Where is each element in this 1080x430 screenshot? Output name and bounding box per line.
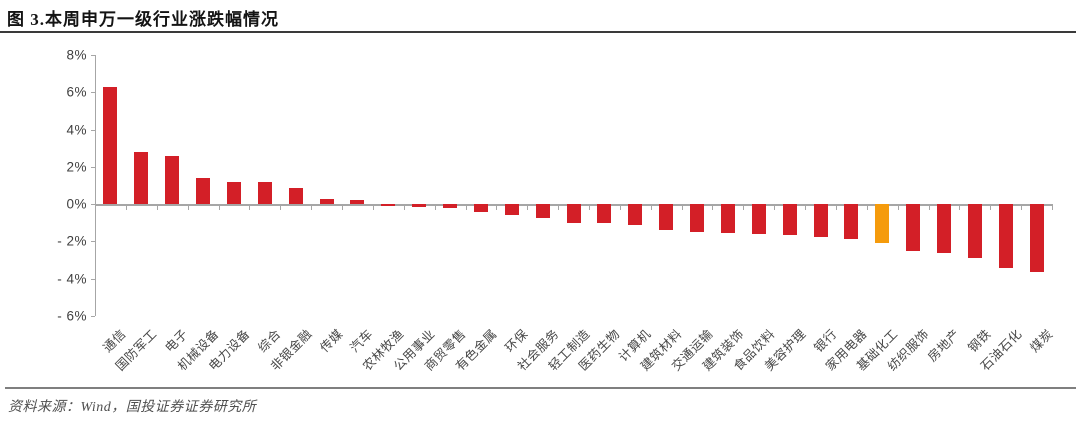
x-axis-tick [866, 204, 868, 211]
y-axis-tick-label: - 2% [57, 233, 87, 249]
y-axis-tick [91, 278, 95, 280]
x-axis-tick [342, 204, 343, 211]
title-divider [0, 31, 1076, 33]
bar [720, 204, 735, 233]
bar [690, 204, 704, 233]
x-axis-tick [558, 204, 560, 211]
x-axis-tick [1021, 204, 1023, 211]
x-axis-tick [527, 204, 529, 211]
y-axis-tick-label: 8% [66, 47, 87, 63]
bar [1029, 204, 1044, 273]
y-axis-tick-label: - 4% [57, 271, 87, 287]
x-axis-tick [650, 204, 652, 211]
x-axis-tick [681, 204, 683, 211]
x-axis-tick [496, 204, 498, 211]
bar [226, 181, 241, 205]
x-axis-tick [218, 204, 220, 211]
bar [844, 204, 859, 240]
bar [350, 200, 365, 205]
x-axis-category-label: 煤炭 [1027, 326, 1056, 356]
bar [473, 204, 488, 213]
bar [751, 204, 766, 234]
x-axis-tick [125, 204, 127, 211]
x-axis-tick [403, 204, 405, 211]
y-axis-tick-label: 6% [66, 84, 87, 100]
x-axis-tick [990, 204, 992, 211]
x-axis-category-label: 传媒 [316, 326, 346, 356]
bar [412, 204, 427, 207]
x-axis-tick [805, 204, 806, 211]
y-axis-tick [91, 204, 95, 206]
x-axis-tick [372, 204, 374, 211]
y-axis-line [95, 55, 96, 316]
bar [504, 204, 519, 216]
x-axis-tick [311, 204, 313, 211]
y-axis-tick [91, 166, 95, 168]
x-axis-tick [1052, 204, 1053, 211]
y-axis-tick [91, 241, 95, 243]
x-axis-tick [249, 204, 251, 211]
bar [103, 86, 118, 205]
bar [165, 155, 180, 205]
x-axis-tick [743, 204, 745, 211]
bar [535, 204, 550, 219]
bar [443, 204, 457, 208]
x-axis-tick [959, 204, 961, 211]
x-axis-tick [156, 204, 158, 211]
x-axis-tick [280, 204, 282, 211]
x-axis-tick [897, 204, 899, 211]
x-axis-tick [835, 204, 837, 211]
bar [782, 204, 797, 235]
bar [566, 204, 581, 223]
bar [998, 204, 1013, 269]
x-axis-tick [465, 204, 467, 211]
bar [196, 178, 210, 205]
source-note: 资料来源：Wind，国投证券证券研究所 [8, 400, 257, 415]
bar [813, 204, 828, 237]
bar [628, 204, 643, 225]
x-axis-tick [187, 204, 189, 211]
x-axis-tick [712, 204, 714, 211]
y-axis-tick-label: - 6% [57, 308, 87, 324]
bar [597, 204, 612, 223]
x-axis-tick [95, 204, 96, 211]
footer-divider [5, 387, 1076, 389]
bar [134, 151, 149, 205]
y-axis-tick-label: 0% [66, 196, 87, 212]
y-axis-tick [91, 55, 95, 56]
x-axis-category-label: 房地产 [925, 326, 963, 365]
bar [937, 204, 951, 253]
bar [659, 204, 674, 231]
bar [257, 181, 272, 205]
x-axis-tick [434, 204, 436, 211]
bar [288, 188, 303, 205]
bar [906, 204, 921, 251]
x-axis-tick [774, 204, 776, 211]
bar [967, 204, 982, 259]
x-axis-tick [619, 204, 621, 211]
x-axis-tick [928, 204, 930, 211]
y-axis-tick [91, 92, 95, 94]
y-axis-tick-label: 4% [66, 122, 87, 138]
x-axis-tick [588, 204, 590, 211]
bar [381, 204, 396, 206]
bar [875, 204, 890, 244]
y-axis-tick [91, 129, 95, 131]
y-axis-tick [91, 316, 95, 317]
y-axis-tick-label: 2% [66, 159, 87, 175]
figure-title: 图 3.本周申万一级行业涨跌幅情况 [7, 10, 279, 29]
bar [319, 198, 334, 205]
